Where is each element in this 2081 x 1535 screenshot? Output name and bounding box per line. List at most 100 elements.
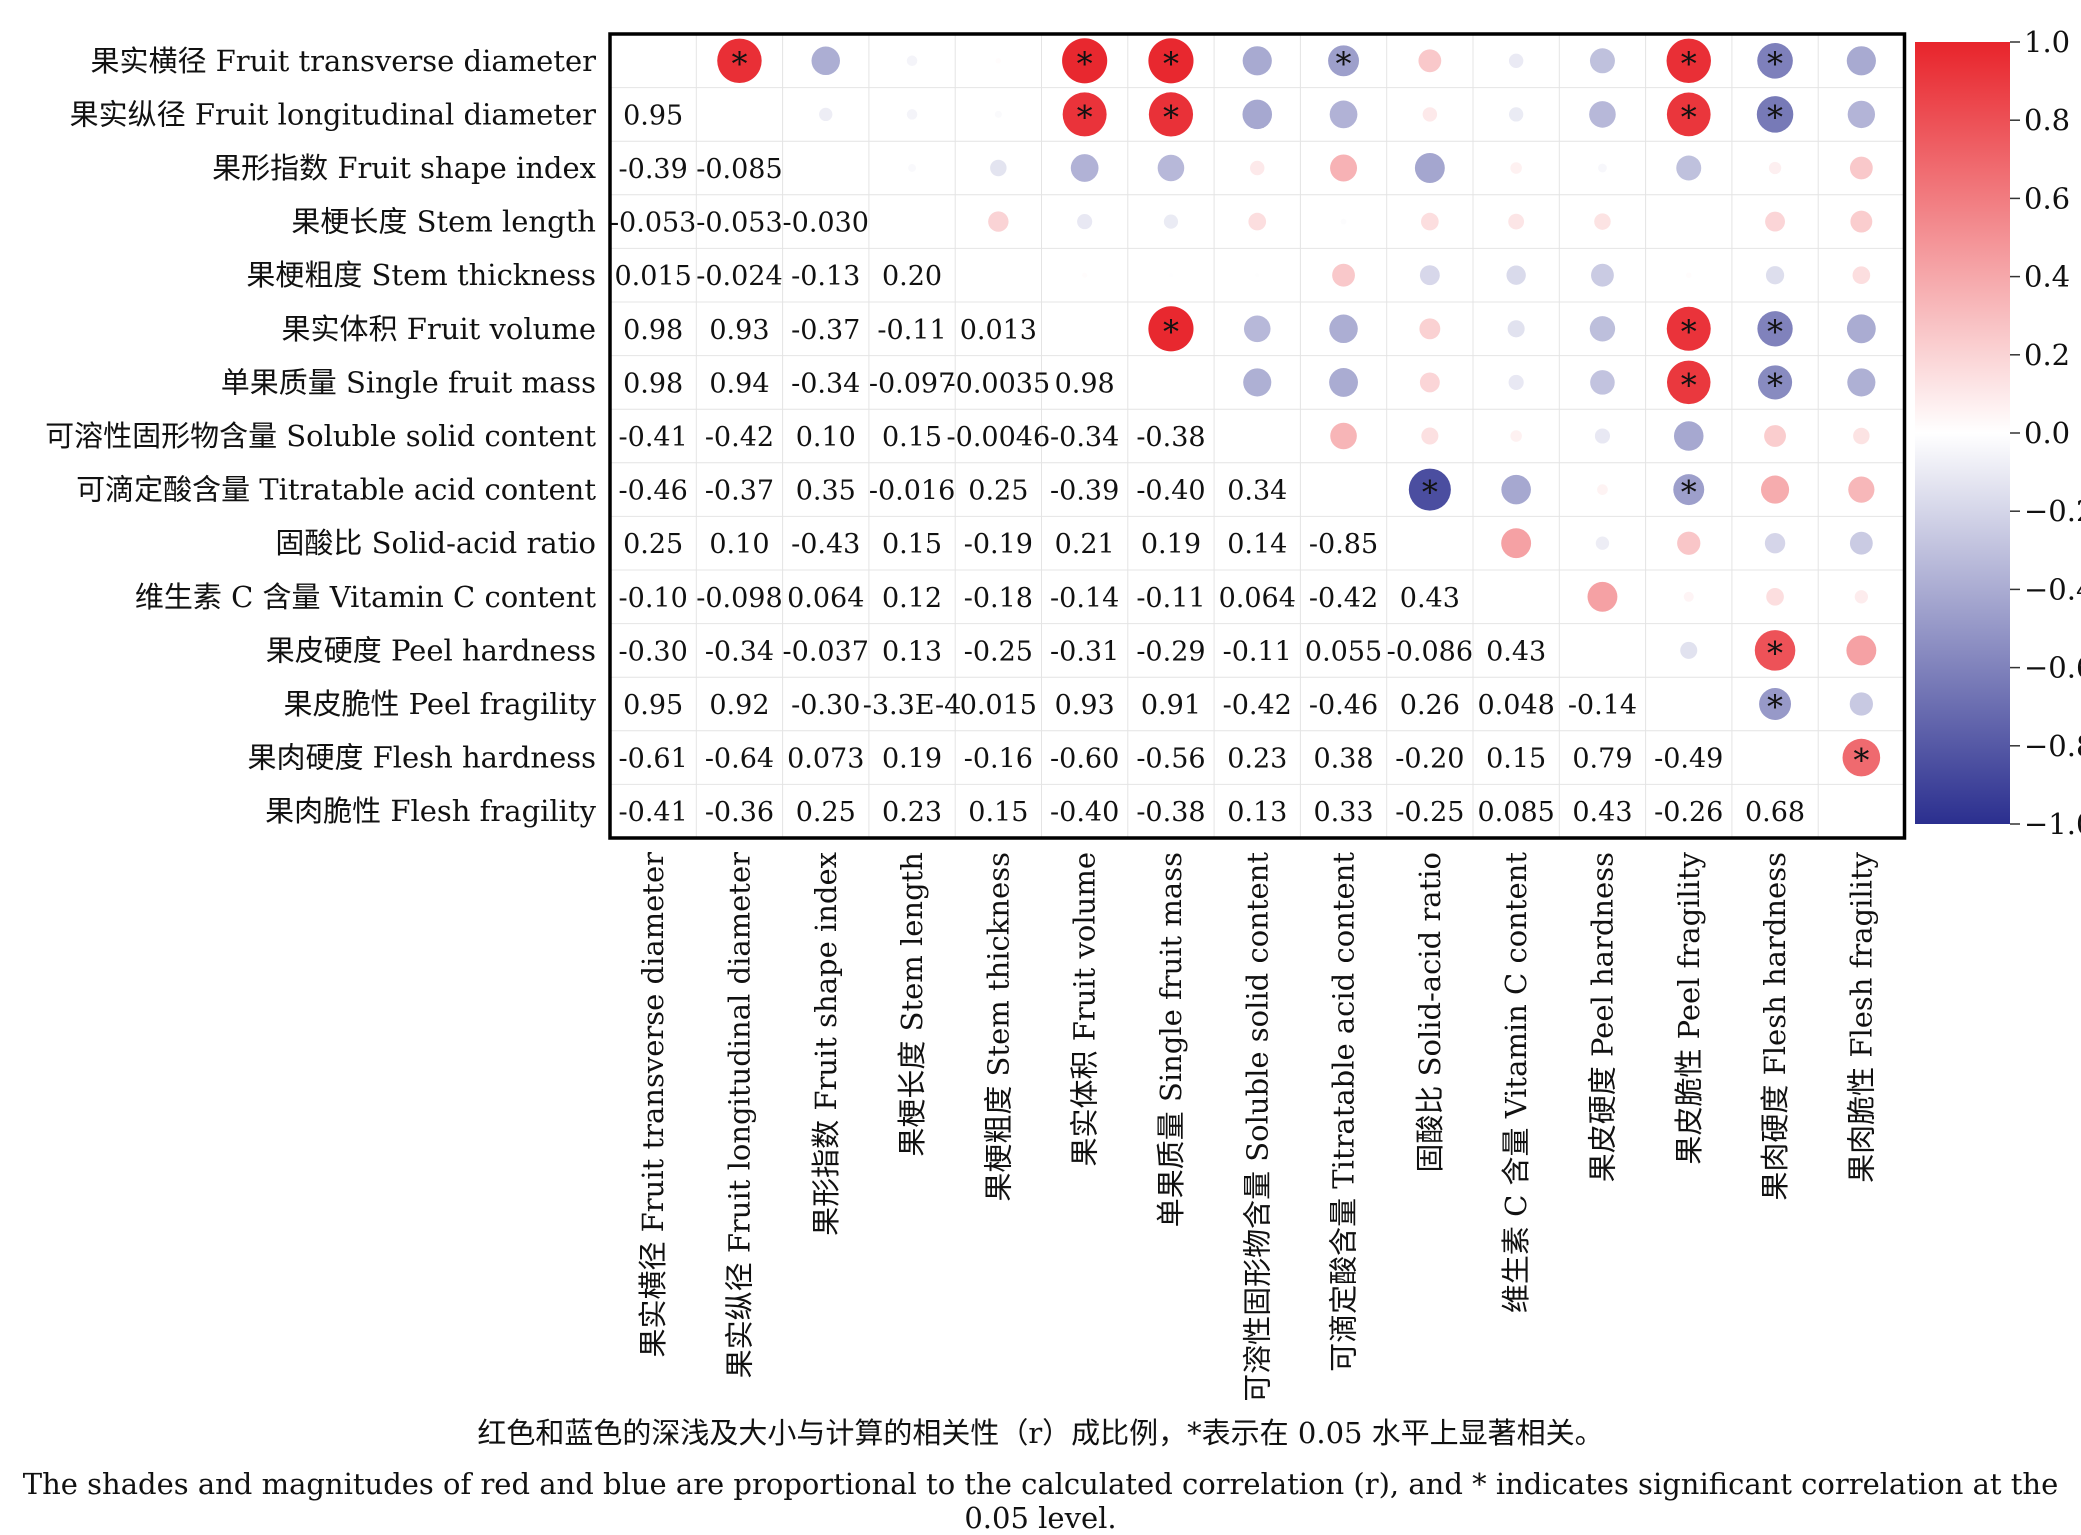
correlation-circle [1340, 218, 1347, 225]
column-label: 可滴定酸含量 Titratable acid content [1327, 852, 1361, 1372]
correlation-value-label: -3.3E-4 [863, 690, 962, 721]
correlation-value-label: 0.68 [1745, 797, 1805, 828]
correlation-circle [1676, 155, 1702, 181]
correlation-circle [1847, 100, 1876, 129]
correlation-circle [1677, 531, 1701, 555]
correlation-circle [1590, 370, 1615, 395]
correlation-value-label: 0.064 [787, 583, 864, 614]
colorbar-tick-label: −0.8 [2024, 729, 2081, 763]
row-label: 可滴定酸含量 Titratable acid content [76, 473, 596, 507]
colorbar-tick-label: 0.8 [2024, 103, 2070, 137]
correlation-value-label: -0.0046 [947, 422, 1051, 453]
correlation-circle [1421, 212, 1439, 231]
correlation-value-label: -0.016 [869, 476, 955, 507]
correlation-value-label: -0.18 [964, 583, 1033, 614]
row-label: 果梗长度 Stem length [291, 205, 596, 239]
correlation-circle [1148, 306, 1194, 352]
colorbar-tick-label: −0.2 [2024, 494, 2081, 528]
correlation-value-label: 0.93 [709, 315, 769, 346]
correlation-value-label: 0.048 [1478, 690, 1555, 721]
matrix-cells: * * * * * *0.95 * * * *-0.39 -0.085-0.053 -0.053 -0.… [610, 38, 1881, 828]
correlation-circle [1842, 738, 1881, 777]
correlation-value-label: 0.93 [1055, 690, 1115, 721]
correlation-value-label: 0.085 [1478, 797, 1555, 828]
correlation-circle [1329, 367, 1358, 397]
correlation-value-label: -0.56 [1136, 744, 1205, 775]
correlation-value-label: -0.41 [619, 797, 688, 828]
correlation-circle [1667, 360, 1711, 405]
colorbar-tick-label: 0.6 [2024, 181, 2070, 215]
significance-star: * [1163, 45, 1179, 83]
row-label: 维生素 C 含量 Vitamin C content [135, 580, 596, 614]
correlation-circle [1157, 154, 1185, 182]
correlation-circle [906, 55, 918, 67]
significance-star: * [1767, 366, 1783, 404]
correlation-value-label: -0.34 [791, 368, 860, 399]
row-label: 可溶性固形物含量 Soluble solid content [45, 419, 596, 453]
correlation-circle [1587, 581, 1618, 612]
correlation-circle [1168, 273, 1173, 278]
correlation-circle [1508, 374, 1524, 390]
column-label: 果实纵径 Fruit longitudinal diameter [722, 852, 756, 1379]
column-label: 果肉硬度 Flesh hardness [1758, 852, 1792, 1201]
correlation-value-label: -0.42 [1309, 583, 1378, 614]
row-label: 果皮硬度 Peel hardness [266, 633, 596, 667]
correlation-circle [1255, 273, 1260, 278]
correlation-circle [1419, 318, 1441, 340]
significance-star: * [1681, 45, 1697, 83]
correlation-value-label: 0.19 [1141, 529, 1201, 560]
correlation-circle [1414, 153, 1445, 183]
correlation-value-label: 0.10 [796, 422, 856, 453]
row-label: 果实横径 Fruit transverse diameter [90, 44, 596, 78]
correlation-circle [1148, 38, 1194, 84]
correlation-value-label: 0.064 [1219, 583, 1296, 614]
colorbar-tick-label: −0.4 [2024, 572, 2081, 606]
correlation-circle [1508, 53, 1524, 69]
correlation-value-label: -0.16 [964, 744, 1033, 775]
significance-star: * [1163, 313, 1179, 351]
correlation-value-label: -0.11 [1223, 636, 1292, 667]
correlation-value-label: -0.42 [1223, 690, 1292, 721]
correlation-value-label: 0.91 [1141, 690, 1201, 721]
correlation-circle [1846, 635, 1877, 666]
correlation-circle [1764, 425, 1786, 447]
correlation-circle [1853, 427, 1870, 445]
correlation-circle [1243, 315, 1271, 343]
correlation-circle [1508, 213, 1525, 230]
correlation-value-label: 0.95 [623, 690, 683, 721]
significance-star: * [1853, 742, 1869, 780]
correlation-circle [1594, 213, 1611, 230]
column-label: 可溶性固形物含量 Soluble solid content [1240, 852, 1274, 1400]
correlation-value-label: 0.10 [709, 529, 769, 560]
correlation-circle [1683, 591, 1694, 602]
correlation-value-label: 0.98 [623, 368, 683, 399]
row-label: 果肉脆性 Flesh fragility [265, 794, 596, 828]
significance-star: * [1681, 366, 1697, 404]
correlation-circle [1408, 468, 1451, 511]
correlation-circle [1589, 316, 1616, 342]
correlation-circle [1666, 306, 1711, 351]
correlation-value-label: -0.098 [696, 583, 782, 614]
correlation-circle [1332, 263, 1355, 287]
correlation-value-label: 0.43 [1572, 797, 1632, 828]
correlation-value-label: 0.98 [1055, 368, 1115, 399]
row-label: 单果质量 Single fruit mass [221, 365, 596, 399]
correlation-circle [1757, 311, 1793, 347]
correlation-value-label: 0.015 [960, 690, 1037, 721]
significance-star: * [1767, 634, 1783, 672]
correlation-circle [819, 107, 833, 122]
correlation-value-label: -0.60 [1050, 744, 1119, 775]
correlation-circle [1501, 528, 1532, 559]
correlation-value-label: -0.053 [696, 208, 782, 239]
colorbar-tick-label: 0.0 [2024, 416, 2070, 450]
correlation-value-label: -0.37 [705, 476, 774, 507]
significance-star: * [1681, 474, 1697, 512]
correlation-circle [1849, 531, 1873, 555]
significance-star: * [1767, 98, 1783, 136]
caption-chinese: 红色和蓝色的深浅及大小与计算的相关性（r）成比例，*表示在 0.05 水平上显著… [477, 1416, 1604, 1450]
correlation-circle [1666, 38, 1711, 84]
correlation-value-label: -0.31 [1050, 636, 1119, 667]
row-label: 果形指数 Fruit shape index [212, 151, 596, 185]
correlation-value-label: -0.39 [619, 154, 688, 185]
column-label: 果形指数 Fruit shape index [809, 852, 843, 1236]
